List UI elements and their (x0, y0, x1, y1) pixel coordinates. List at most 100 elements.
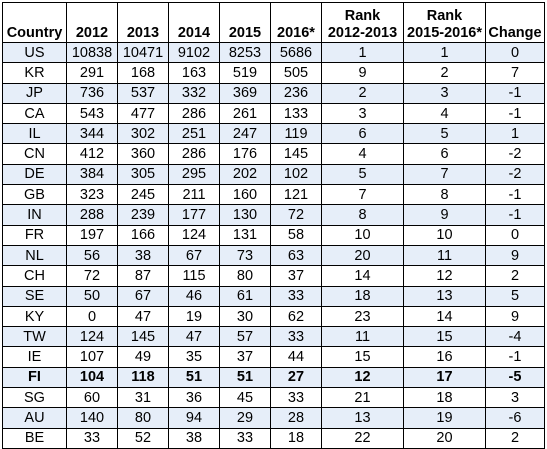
table-row: GB 323 245 211 160 121 7 8 -1 (2, 184, 545, 206)
cell-2012: 543 (66, 102, 118, 125)
cell-2016: 63 (270, 244, 322, 267)
cell-2014: 115 (168, 265, 220, 287)
cell-country: BE (2, 427, 67, 449)
cell-2012: 33 (66, 427, 118, 449)
cell-2015: 33 (219, 427, 271, 449)
table-row: IE 107 49 35 37 44 15 16 -1 (2, 346, 545, 368)
cell-change: 2 (485, 265, 545, 287)
cell-rank-2015-2016: 17 (403, 366, 486, 389)
cell-country: CN (2, 143, 67, 165)
table-row: BE 33 52 38 33 18 22 20 2 (2, 427, 545, 449)
cell-rank-2012-2013: 20 (321, 244, 404, 267)
cell-country: FI (2, 366, 67, 389)
cell-rank-2015-2016: 6 (403, 143, 486, 165)
cell-country: IN (2, 204, 67, 226)
cell-rank-2012-2013: 3 (321, 102, 404, 125)
cell-2015: 51 (219, 366, 271, 389)
cell-2013: 145 (117, 326, 169, 348)
cell-2013: 245 (117, 184, 169, 206)
cell-rank-2012-2013: 4 (321, 143, 404, 165)
cell-rank-2012-2013: 11 (321, 326, 404, 348)
cell-country: NL (2, 244, 67, 267)
cell-2014: 94 (168, 407, 220, 429)
cell-country: DE (2, 163, 67, 186)
cell-change: -1 (485, 204, 545, 226)
cell-change: -1 (485, 102, 545, 125)
cell-rank-2012-2013: 21 (321, 387, 404, 409)
header-rank-2012-2013: Rank 2012-2013 (321, 2, 404, 43)
cell-2014: 9102 (168, 41, 220, 64)
table-row: SE 50 67 46 61 33 18 13 5 (2, 285, 545, 307)
cell-2012: 291 (66, 62, 118, 84)
cell-change: -2 (485, 163, 545, 186)
table-row: KR 291 168 163 519 505 9 2 7 (2, 62, 545, 84)
cell-2014: 36 (168, 387, 220, 409)
cell-rank-2012-2013: 8 (321, 204, 404, 226)
cell-2014: 295 (168, 163, 220, 186)
cell-2012: 50 (66, 285, 118, 307)
header-rank-label: Rank (344, 8, 381, 24)
cell-2015: 160 (219, 184, 271, 206)
cell-change: -5 (485, 366, 545, 389)
cell-2013: 10471 (117, 41, 169, 64)
table-row: DE 384 305 295 202 102 5 7 -2 (2, 163, 545, 186)
cell-rank-2015-2016: 13 (403, 285, 486, 307)
cell-change: -1 (485, 346, 545, 368)
cell-2015: 80 (219, 265, 271, 287)
cell-rank-2012-2013: 22 (321, 427, 404, 449)
cell-2013: 302 (117, 123, 169, 145)
cell-country: KY (2, 305, 67, 328)
cell-2013: 537 (117, 82, 169, 104)
cell-rank-2015-2016: 5 (403, 123, 486, 145)
cell-rank-2012-2013: 12 (321, 366, 404, 389)
cell-2012: 197 (66, 224, 118, 246)
header-rank-period: 2012-2013 (327, 25, 398, 41)
cell-2015: 8253 (219, 41, 271, 64)
cell-change: 3 (485, 387, 545, 409)
cell-2014: 51 (168, 366, 220, 389)
cell-2012: 60 (66, 387, 118, 409)
cell-rank-2012-2013: 7 (321, 184, 404, 206)
cell-2012: 0 (66, 305, 118, 328)
cell-2014: 211 (168, 184, 220, 206)
header-2012: 2012 (66, 2, 118, 43)
cell-country: CA (2, 102, 67, 125)
cell-country: CH (2, 265, 67, 287)
cell-change: 2 (485, 427, 545, 449)
header-change: Change (485, 2, 545, 43)
cell-rank-2012-2013: 1 (321, 41, 404, 64)
cell-change: -2 (485, 143, 545, 165)
cell-country: IE (2, 346, 67, 368)
cell-2013: 360 (117, 143, 169, 165)
cell-2015: 261 (219, 102, 271, 125)
header-2013: 2013 (117, 2, 169, 43)
cell-2014: 163 (168, 62, 220, 84)
cell-2012: 288 (66, 204, 118, 226)
cell-rank-2012-2013: 23 (321, 305, 404, 328)
cell-2013: 87 (117, 265, 169, 287)
cell-2015: 30 (219, 305, 271, 328)
cell-2013: 67 (117, 285, 169, 307)
cell-2013: 168 (117, 62, 169, 84)
cell-rank-2015-2016: 16 (403, 346, 486, 368)
table-row: SG 60 31 36 45 33 21 18 3 (2, 387, 545, 409)
cell-2012: 412 (66, 143, 118, 165)
cell-rank-2012-2013: 18 (321, 285, 404, 307)
header-row: Country 2012 2013 2014 2015 2016* Rank 20… (2, 2, 545, 43)
cell-2014: 19 (168, 305, 220, 328)
cell-2016: 236 (270, 82, 322, 104)
cell-2013: 80 (117, 407, 169, 429)
cell-2013: 239 (117, 204, 169, 226)
cell-change: 1 (485, 123, 545, 145)
cell-2016: 58 (270, 224, 322, 246)
cell-2015: 247 (219, 123, 271, 145)
cell-2014: 251 (168, 123, 220, 145)
cell-rank-2012-2013: 2 (321, 82, 404, 104)
cell-2013: 38 (117, 244, 169, 267)
header-2015: 2015 (219, 2, 271, 43)
cell-2012: 323 (66, 184, 118, 206)
cell-rank-2015-2016: 19 (403, 407, 486, 429)
cell-change: 9 (485, 244, 545, 267)
cell-2015: 37 (219, 346, 271, 368)
